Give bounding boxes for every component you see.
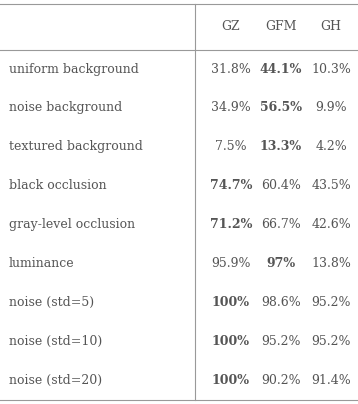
Text: GH: GH	[321, 20, 342, 33]
Text: 100%: 100%	[212, 374, 250, 387]
Text: 90.2%: 90.2%	[261, 374, 301, 387]
Text: 74.7%: 74.7%	[210, 179, 252, 192]
Text: noise (std=20): noise (std=20)	[9, 374, 102, 387]
Text: noise (std=5): noise (std=5)	[9, 296, 94, 309]
Text: 98.6%: 98.6%	[261, 296, 301, 309]
Text: black occlusion: black occlusion	[9, 179, 107, 192]
Text: 13.8%: 13.8%	[311, 257, 351, 270]
Text: 44.1%: 44.1%	[260, 63, 302, 76]
Text: 91.4%: 91.4%	[311, 374, 351, 387]
Text: 97%: 97%	[266, 257, 296, 270]
Text: luminance: luminance	[9, 257, 74, 270]
Text: 34.9%: 34.9%	[211, 101, 251, 114]
Text: 100%: 100%	[212, 296, 250, 309]
Text: 56.5%: 56.5%	[260, 101, 302, 114]
Text: 95.2%: 95.2%	[311, 296, 351, 309]
Text: 10.3%: 10.3%	[311, 63, 351, 76]
Text: 66.7%: 66.7%	[261, 218, 301, 231]
Text: 100%: 100%	[212, 335, 250, 348]
Text: noise (std=10): noise (std=10)	[9, 335, 102, 348]
Text: 9.9%: 9.9%	[315, 101, 347, 114]
Text: noise background: noise background	[9, 101, 122, 114]
Text: 13.3%: 13.3%	[260, 141, 302, 154]
Text: 95.2%: 95.2%	[261, 335, 301, 348]
Text: 42.6%: 42.6%	[311, 218, 351, 231]
Text: 31.8%: 31.8%	[211, 63, 251, 76]
Text: GZ: GZ	[222, 20, 240, 33]
Text: 43.5%: 43.5%	[311, 179, 351, 192]
Text: 4.2%: 4.2%	[315, 141, 347, 154]
Text: 60.4%: 60.4%	[261, 179, 301, 192]
Text: 95.2%: 95.2%	[311, 335, 351, 348]
Text: GFM: GFM	[265, 20, 297, 33]
Text: 7.5%: 7.5%	[215, 141, 247, 154]
Text: gray-level occlusion: gray-level occlusion	[9, 218, 135, 231]
Text: uniform background: uniform background	[9, 63, 139, 76]
Text: 71.2%: 71.2%	[210, 218, 252, 231]
Text: 95.9%: 95.9%	[211, 257, 251, 270]
Text: textured background: textured background	[9, 141, 143, 154]
